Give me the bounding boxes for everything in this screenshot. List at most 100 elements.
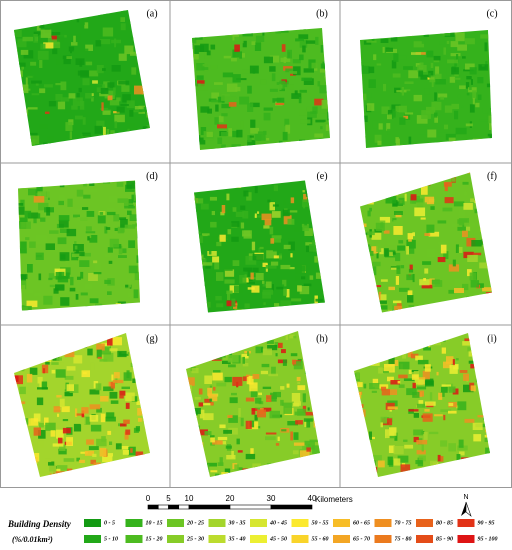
map-pixel xyxy=(468,472,476,477)
map-pixel xyxy=(110,133,114,138)
map-pixel xyxy=(186,358,189,362)
map-pixel xyxy=(324,37,330,42)
map-pixel xyxy=(485,380,489,386)
map-pixel xyxy=(386,179,390,184)
map-pixel xyxy=(222,72,234,78)
map-pixel xyxy=(476,187,487,192)
map-pixel xyxy=(138,418,145,422)
map-pixel xyxy=(128,240,135,248)
map-pixel xyxy=(67,198,73,207)
map-pixel xyxy=(496,200,505,205)
map-pixel xyxy=(133,110,143,113)
map-pixel xyxy=(378,291,382,301)
map-pixel xyxy=(141,414,149,423)
map-pixel xyxy=(73,35,76,43)
map-pixel xyxy=(304,220,307,226)
map-pixel xyxy=(430,62,434,68)
map-pixel xyxy=(421,110,431,119)
map-pixel xyxy=(434,92,437,101)
map-pixel xyxy=(482,232,487,239)
map-pixel xyxy=(301,276,306,280)
map-pixel xyxy=(14,90,21,94)
map-pixel xyxy=(388,154,399,162)
map-pixel xyxy=(47,37,52,44)
map-pixel xyxy=(255,346,263,354)
map-pixel xyxy=(374,30,382,32)
map-pixel xyxy=(157,252,166,254)
map-pixel xyxy=(390,380,400,385)
map-pixel xyxy=(298,306,307,313)
map-pixel xyxy=(236,78,247,81)
map-pixel xyxy=(210,64,218,70)
map-pixel xyxy=(246,374,251,378)
map-pixel xyxy=(289,334,295,339)
map-pixel xyxy=(305,242,315,246)
map-pixel xyxy=(83,182,87,187)
map-pixel xyxy=(420,172,431,177)
map-pixel xyxy=(403,335,409,344)
map-pixel xyxy=(267,331,272,334)
map-pixel xyxy=(18,285,26,294)
legend-swatch xyxy=(167,535,184,543)
map-pixel xyxy=(131,67,137,75)
map-pixel xyxy=(457,445,468,451)
map-pixel xyxy=(458,12,468,18)
map-pixel xyxy=(319,138,329,146)
map-pixel xyxy=(370,190,381,198)
map-pixel xyxy=(473,434,482,442)
map-pixel xyxy=(425,334,431,338)
map-pixel xyxy=(214,117,219,125)
legend-label: 65 - 70 xyxy=(353,536,370,542)
map-pixel xyxy=(129,294,137,302)
legend-swatch xyxy=(416,519,433,527)
map-pixel xyxy=(195,22,200,27)
map-pixel xyxy=(389,40,395,48)
map-pixel xyxy=(146,249,150,254)
map-pixel xyxy=(288,241,295,251)
map-pixel xyxy=(268,373,279,377)
map-pixel xyxy=(93,172,100,179)
map-pixel xyxy=(387,237,398,245)
map-pixel xyxy=(250,272,254,280)
map-pixel xyxy=(349,381,352,384)
map-pixel xyxy=(227,475,233,477)
map-pixel xyxy=(391,60,397,69)
map-pixel xyxy=(130,362,133,368)
map-pixel xyxy=(427,152,434,159)
map-pixel xyxy=(58,259,67,263)
map-pixel xyxy=(111,374,114,381)
legend-label: 50 - 55 xyxy=(312,520,329,526)
map-pixel xyxy=(127,303,133,306)
map-pixel xyxy=(323,474,327,483)
map-pixel xyxy=(229,31,235,36)
map-pixel xyxy=(444,197,454,204)
map-pixel xyxy=(210,470,218,473)
map-pixel xyxy=(322,302,325,311)
map-pixel xyxy=(360,30,369,32)
map-pixel xyxy=(202,233,210,237)
map-pixel xyxy=(124,431,129,440)
map-pixel xyxy=(320,45,324,53)
map-pixel xyxy=(208,31,211,36)
map-pixel xyxy=(302,28,306,30)
map-pixel xyxy=(363,300,372,307)
map-pixel xyxy=(283,405,293,414)
map-pixel xyxy=(200,203,209,210)
map-pixel xyxy=(136,10,139,13)
map-pixel xyxy=(320,260,325,267)
map-pixel xyxy=(232,74,241,83)
map-pixel xyxy=(387,376,394,382)
map-pixel xyxy=(196,75,204,80)
map-pixel xyxy=(467,347,471,352)
map-pixel xyxy=(22,336,26,343)
map-pixel xyxy=(251,285,260,293)
map-pixel xyxy=(434,414,443,417)
map-pixel xyxy=(117,140,127,144)
map-pixel xyxy=(143,229,146,232)
map-pixel xyxy=(196,63,205,71)
map-pixel xyxy=(39,380,42,389)
map-pixel xyxy=(228,364,236,368)
map-pixel xyxy=(280,284,285,289)
map-pixel xyxy=(436,23,441,28)
map-pixel xyxy=(112,337,122,346)
